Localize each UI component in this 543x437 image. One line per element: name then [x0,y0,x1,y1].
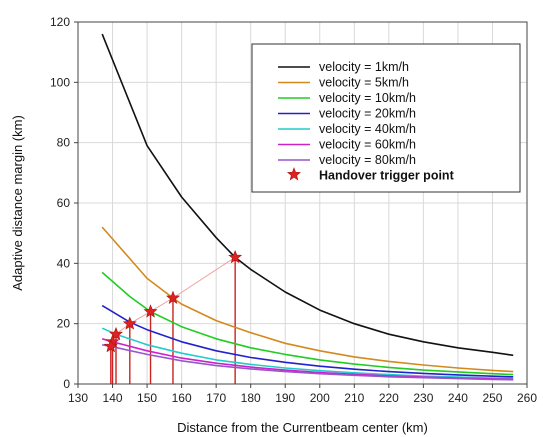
handover-star-marker [109,326,123,341]
x-tick-label: 170 [206,391,226,405]
x-tick-label: 150 [137,391,157,405]
y-tick-label: 20 [57,317,71,331]
handover-star-marker [166,290,181,304]
x-tick-label: 210 [344,391,364,405]
legend-entry: velocity = 20km/h [319,107,416,121]
series-line-2 [101,226,514,373]
handover-star-marker [122,316,137,330]
y-tick-label: 0 [63,377,70,391]
x-tick-label: 260 [517,391,537,405]
x-tick-label: 190 [275,391,295,405]
legend-entry: velocity = 60km/h [319,138,416,152]
legend-entry-handover: Handover trigger point [319,169,455,183]
x-tick-label: 240 [448,391,468,405]
handover-star-marker [228,249,243,264]
legend-entry: velocity = 1km/h [319,60,409,74]
x-tick-label: 130 [68,391,88,405]
series-line-1 [101,33,514,357]
handover-star-marker [103,338,118,353]
series-line-4 [101,304,514,378]
series-line-5 [101,327,514,380]
x-axis-label: Distance from the Currentbeam center (km… [177,420,428,435]
x-tick-label: 200 [310,391,330,405]
x-tick-label: 160 [172,391,192,405]
handover-markers [103,249,243,353]
y-tick-label: 100 [50,75,70,89]
series-line-7 [102,344,514,381]
y-tick-label: 120 [50,15,70,29]
series-line-3 [101,271,514,376]
x-tick-label: 140 [103,391,123,405]
legend-entry: velocity = 5km/h [319,76,409,90]
x-tick-label: 180 [241,391,261,405]
y-tick-label: 40 [57,256,71,270]
legend-entry: velocity = 10km/h [319,91,416,105]
legend-entry: velocity = 40km/h [319,122,416,136]
legend-entry: velocity = 80km/h [319,153,416,167]
y-tick-label: 60 [57,196,71,210]
y-axis-label: Adaptive distance margin (km) [10,115,25,291]
x-tick-label: 250 [482,391,502,405]
y-tick-label: 80 [57,136,71,150]
handover-star-marker [143,304,158,318]
legend-box [251,43,521,193]
tick-layer: 130 140 150 160 170 180 190 200 210 220 230 240 250 2… [50,15,537,405]
x-tick-label: 230 [413,391,433,405]
legend-star-marker [287,167,301,181]
x-tick-label: 220 [379,391,399,405]
